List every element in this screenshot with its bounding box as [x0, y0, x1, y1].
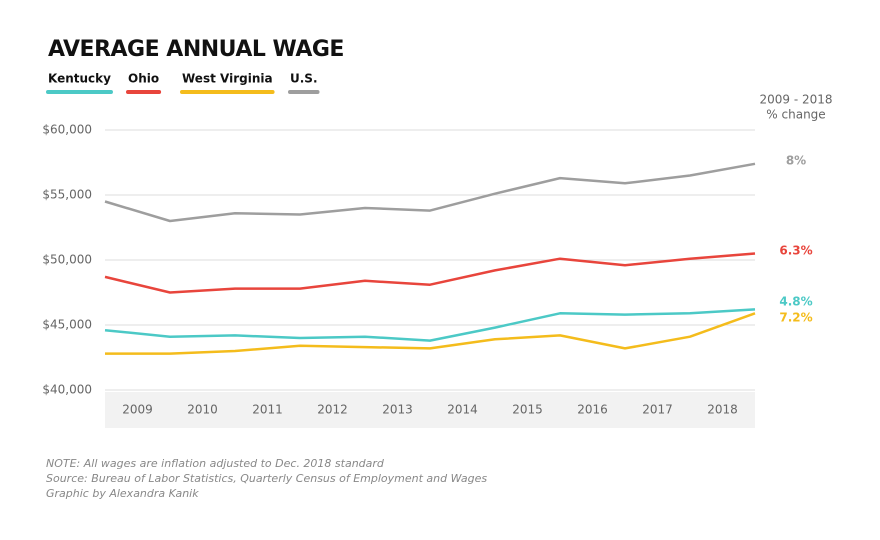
note: NOTE: All wages are inflation adjusted t… — [46, 457, 385, 470]
legend-label: U.S. — [290, 72, 318, 86]
series-line — [104, 308, 756, 342]
end-label: 7.2% — [779, 311, 812, 325]
x-tick-label: 2017 — [642, 403, 673, 417]
end-label: 4.8% — [779, 295, 812, 309]
y-tick-label: $55,000 — [42, 188, 92, 202]
x-tick-label: 2010 — [187, 403, 218, 417]
legend-label: Ohio — [128, 72, 159, 86]
note: Graphic by Alexandra Kanik — [46, 487, 199, 500]
y-tick-label: $45,000 — [42, 318, 92, 332]
x-tick-label: 2011 — [252, 403, 283, 417]
series-line — [105, 312, 756, 355]
series-line — [104, 162, 756, 223]
x-tick-label: 2009 — [122, 403, 153, 417]
y-tick-label: $50,000 — [42, 253, 92, 267]
chart-title: AVERAGE ANNUAL WAGE — [48, 37, 344, 62]
x-tick-label: 2013 — [382, 403, 413, 417]
change-header: % change — [766, 108, 825, 122]
x-tick-label: 2016 — [577, 403, 608, 417]
x-tick-label: 2018 — [707, 403, 738, 417]
note: Source: Bureau of Labor Statistics, Quar… — [46, 472, 487, 485]
legend-label: West Virginia — [182, 72, 273, 86]
x-axis-band — [105, 392, 755, 428]
y-tick-label: $60,000 — [42, 123, 92, 137]
change-header: 2009 - 2018 — [759, 93, 832, 107]
series-line — [104, 252, 756, 294]
x-tick-label: 2014 — [447, 403, 478, 417]
x-tick-label: 2015 — [512, 403, 543, 417]
end-label: 6.3% — [779, 244, 812, 258]
legend-label: Kentucky — [48, 72, 111, 86]
x-tick-label: 2012 — [317, 403, 348, 417]
y-tick-label: $40,000 — [42, 383, 92, 397]
end-label: 8% — [786, 154, 806, 168]
